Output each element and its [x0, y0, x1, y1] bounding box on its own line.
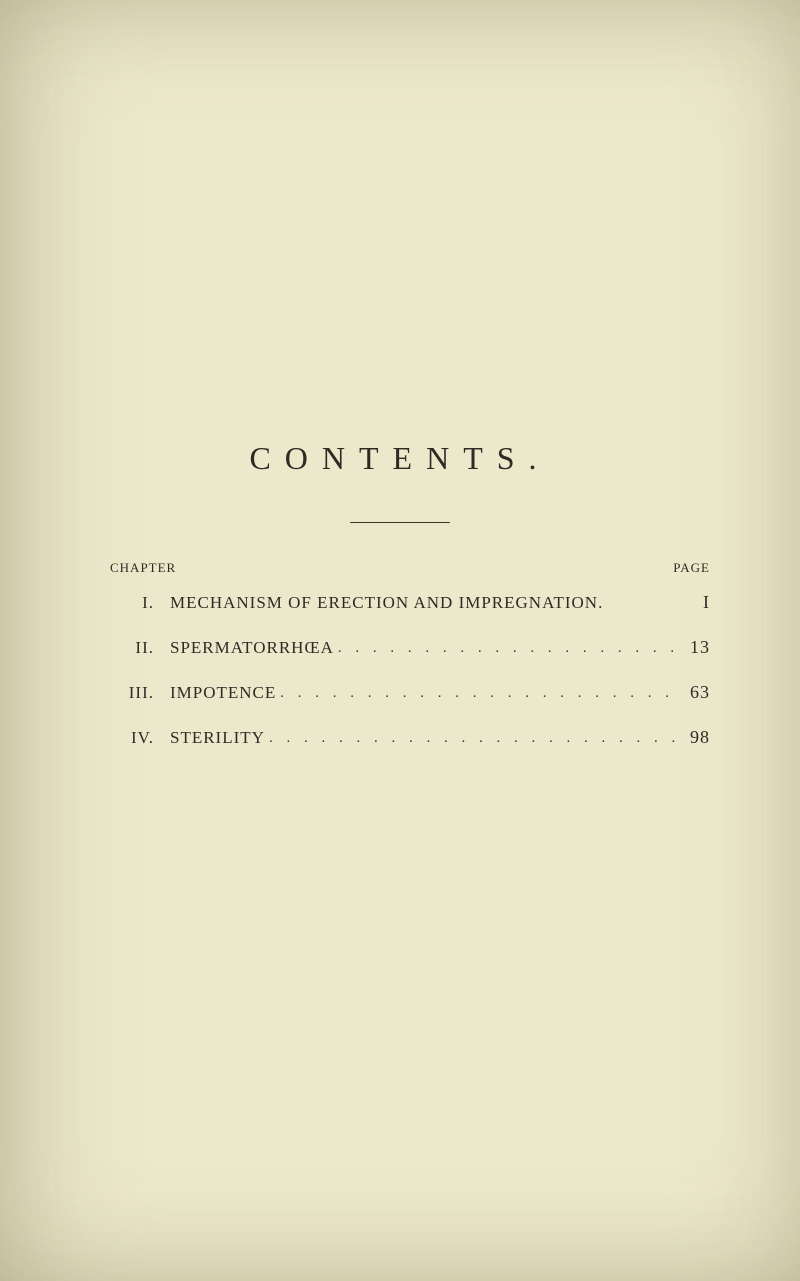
toc-entry-title: STERILITY — [170, 728, 265, 748]
toc-leader-dots — [334, 640, 680, 657]
toc-entry: I. MECHANISM OF ERECTION AND IMPREGNATIO… — [110, 592, 710, 613]
toc-leader-dots — [265, 730, 680, 747]
toc-page-number: 13 — [680, 637, 710, 658]
toc-header-row: CHAPTER PAGE — [110, 560, 710, 576]
toc-header-chapter: CHAPTER — [110, 560, 176, 576]
page: CONTENTS. CHAPTER PAGE I. MECHANISM OF E… — [0, 0, 800, 1281]
toc-entry: IV. STERILITY 98 — [110, 727, 710, 748]
title-rule — [350, 522, 450, 523]
toc-roman: IV. — [110, 728, 154, 748]
toc-roman: II. — [110, 638, 154, 658]
toc-leader-dots — [276, 685, 680, 702]
toc-page-number: 98 — [680, 727, 710, 748]
toc-entry: II. SPERMATORRHŒA 13 — [110, 637, 710, 658]
toc-page-number: I — [680, 592, 710, 613]
toc-header-page: PAGE — [673, 560, 710, 576]
toc-entry-title: SPERMATORRHŒA — [170, 638, 334, 658]
toc-roman: I. — [110, 593, 154, 613]
toc-roman: III. — [110, 683, 154, 703]
toc-entry-title: IMPOTENCE — [170, 683, 276, 703]
toc-entry: III. IMPOTENCE 63 — [110, 682, 710, 703]
contents-title: CONTENTS. — [0, 440, 800, 477]
toc-page-number: 63 — [680, 682, 710, 703]
toc-entry-title: MECHANISM OF ERECTION AND IMPREGNATION. — [170, 593, 603, 613]
table-of-contents: CHAPTER PAGE I. MECHANISM OF ERECTION AN… — [110, 560, 710, 772]
